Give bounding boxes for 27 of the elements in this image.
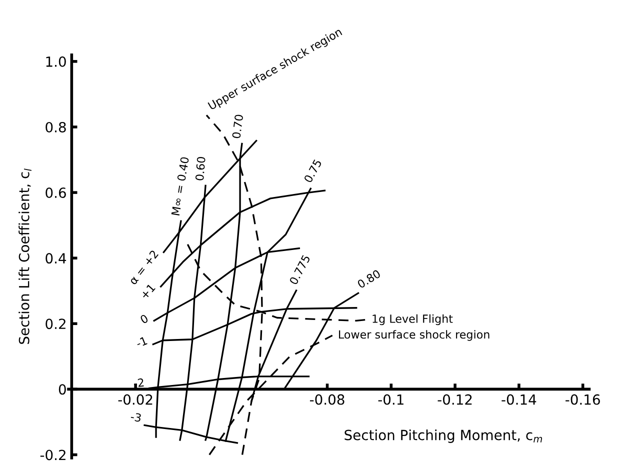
x-tick-label: -0.14: [502, 394, 536, 405]
y-tick-label: 0.8: [46, 122, 66, 132]
text: 0.80: [356, 269, 382, 289]
text: 0: [140, 314, 149, 324]
text: -3: [130, 412, 142, 422]
text: 0.70: [232, 114, 244, 139]
y-tick-label: 0: [58, 384, 66, 395]
y-tick-label: 0.6: [46, 188, 66, 198]
text: -1: [136, 336, 148, 348]
y-tick-label: -0.2: [40, 450, 66, 460]
series-label: 1g Level Flight: [372, 314, 453, 326]
x-axis-title: Section Pitching Moment, c$_{m}$: [344, 430, 542, 443]
x-tick-label: -0.08: [310, 394, 344, 405]
series-label: Lower surface shock region: [339, 330, 490, 341]
text: 0.75: [304, 158, 322, 184]
text: α = +2: [128, 250, 159, 286]
text: +1: [140, 283, 156, 300]
y-tick-label: 0.4: [46, 253, 66, 264]
y-axis-title: Section Lift Coefficient, c$_{l}$: [18, 168, 32, 344]
x-tick-label: -0.16: [566, 394, 600, 405]
x-tick-label: -0.02: [118, 394, 152, 405]
text: 0.60: [195, 156, 206, 181]
x-tick-label: -0.12: [438, 394, 472, 405]
y-tick-label: 1.0: [46, 56, 66, 67]
x-tick-label: -0.1: [378, 394, 404, 405]
text: M∞ = 0.40: [171, 156, 190, 216]
y-tick-label: 0.2: [46, 318, 66, 330]
